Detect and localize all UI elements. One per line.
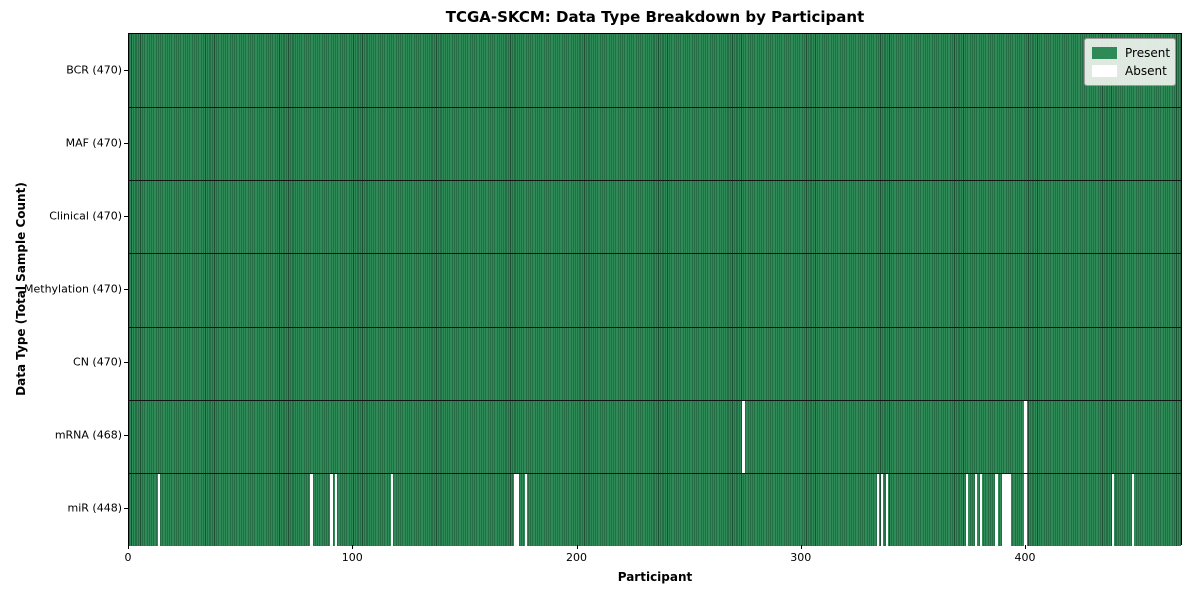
absent-mark	[334, 473, 338, 546]
legend: Present Absent	[1084, 38, 1176, 86]
row-maf	[129, 107, 1181, 181]
row-mir	[129, 472, 1181, 546]
x-tick-label-100: 100	[341, 551, 363, 564]
x-tick-label-300: 300	[790, 551, 812, 564]
absent-mark	[525, 473, 528, 546]
x-axis-label: Participant	[617, 570, 693, 584]
y-tick-mark	[124, 435, 128, 437]
absent-mark	[1001, 473, 1005, 546]
absent-mark	[330, 473, 333, 546]
chart-title: TCGA-SKCM: Data Type Breakdown by Partic…	[445, 8, 865, 26]
row-bcr	[129, 34, 1181, 108]
legend-label: Absent	[1125, 64, 1167, 78]
legend-swatch-present	[1092, 47, 1117, 59]
absent-mark	[966, 473, 969, 546]
y-tick-label-clinical: Clinical (470)	[49, 209, 122, 223]
absent-mark	[885, 473, 888, 546]
absent-mark	[881, 473, 884, 546]
y-tick-mark	[124, 508, 128, 510]
absent-mark	[995, 473, 998, 546]
x-tick-mark	[128, 545, 129, 549]
x-tick-label-400: 400	[1014, 551, 1036, 564]
absent-mark	[310, 473, 313, 546]
legend-item-absent: Absent	[1092, 62, 1168, 80]
absent-mark	[1131, 473, 1135, 546]
absent-mark	[1006, 473, 1009, 546]
row-clinical	[129, 180, 1181, 254]
y-tick-label-mrna: mRNA (468)	[54, 428, 122, 442]
absent-mark	[742, 400, 745, 473]
row-cn	[129, 326, 1181, 400]
y-tick-mark	[124, 362, 128, 364]
absent-mark	[513, 473, 517, 546]
y-tick-mark	[124, 289, 128, 290]
absent-mark	[1004, 473, 1007, 546]
absent-mark	[1024, 473, 1027, 546]
y-tick-label-bcr: BCR (470)	[66, 63, 122, 77]
x-tick-label-0: 0	[124, 551, 132, 564]
legend-swatch-absent	[1092, 65, 1117, 77]
y-tick-label-maf: MAF (470)	[65, 136, 122, 150]
y-tick-label-methylation: Methylation (470)	[24, 282, 122, 296]
absent-mark	[158, 473, 161, 546]
absent-mark	[975, 473, 978, 546]
x-tick-label-200: 200	[566, 551, 587, 564]
plot-area	[128, 33, 1182, 546]
y-tick-label-cn: CN (470)	[73, 355, 122, 369]
legend-item-present: Present	[1092, 44, 1171, 62]
y-tick-mark	[124, 142, 128, 144]
legend-label: Present	[1125, 46, 1171, 60]
x-tick-mark	[800, 545, 802, 549]
absent-mark	[390, 473, 394, 546]
absent-mark	[1111, 473, 1114, 546]
row-methylation	[129, 253, 1181, 327]
absent-mark	[1008, 473, 1011, 546]
x-tick-mark	[1025, 545, 1027, 549]
y-tick-mark	[124, 215, 128, 217]
absent-mark	[979, 473, 982, 546]
y-tick-label-mir: miR (448)	[67, 501, 123, 515]
x-tick-mark	[352, 545, 354, 549]
row-mrna	[129, 399, 1181, 473]
absent-mark	[876, 473, 879, 546]
absent-mark	[1024, 400, 1027, 473]
x-tick-mark	[576, 545, 578, 549]
y-tick-mark	[124, 69, 128, 71]
absent-mark	[516, 473, 519, 546]
